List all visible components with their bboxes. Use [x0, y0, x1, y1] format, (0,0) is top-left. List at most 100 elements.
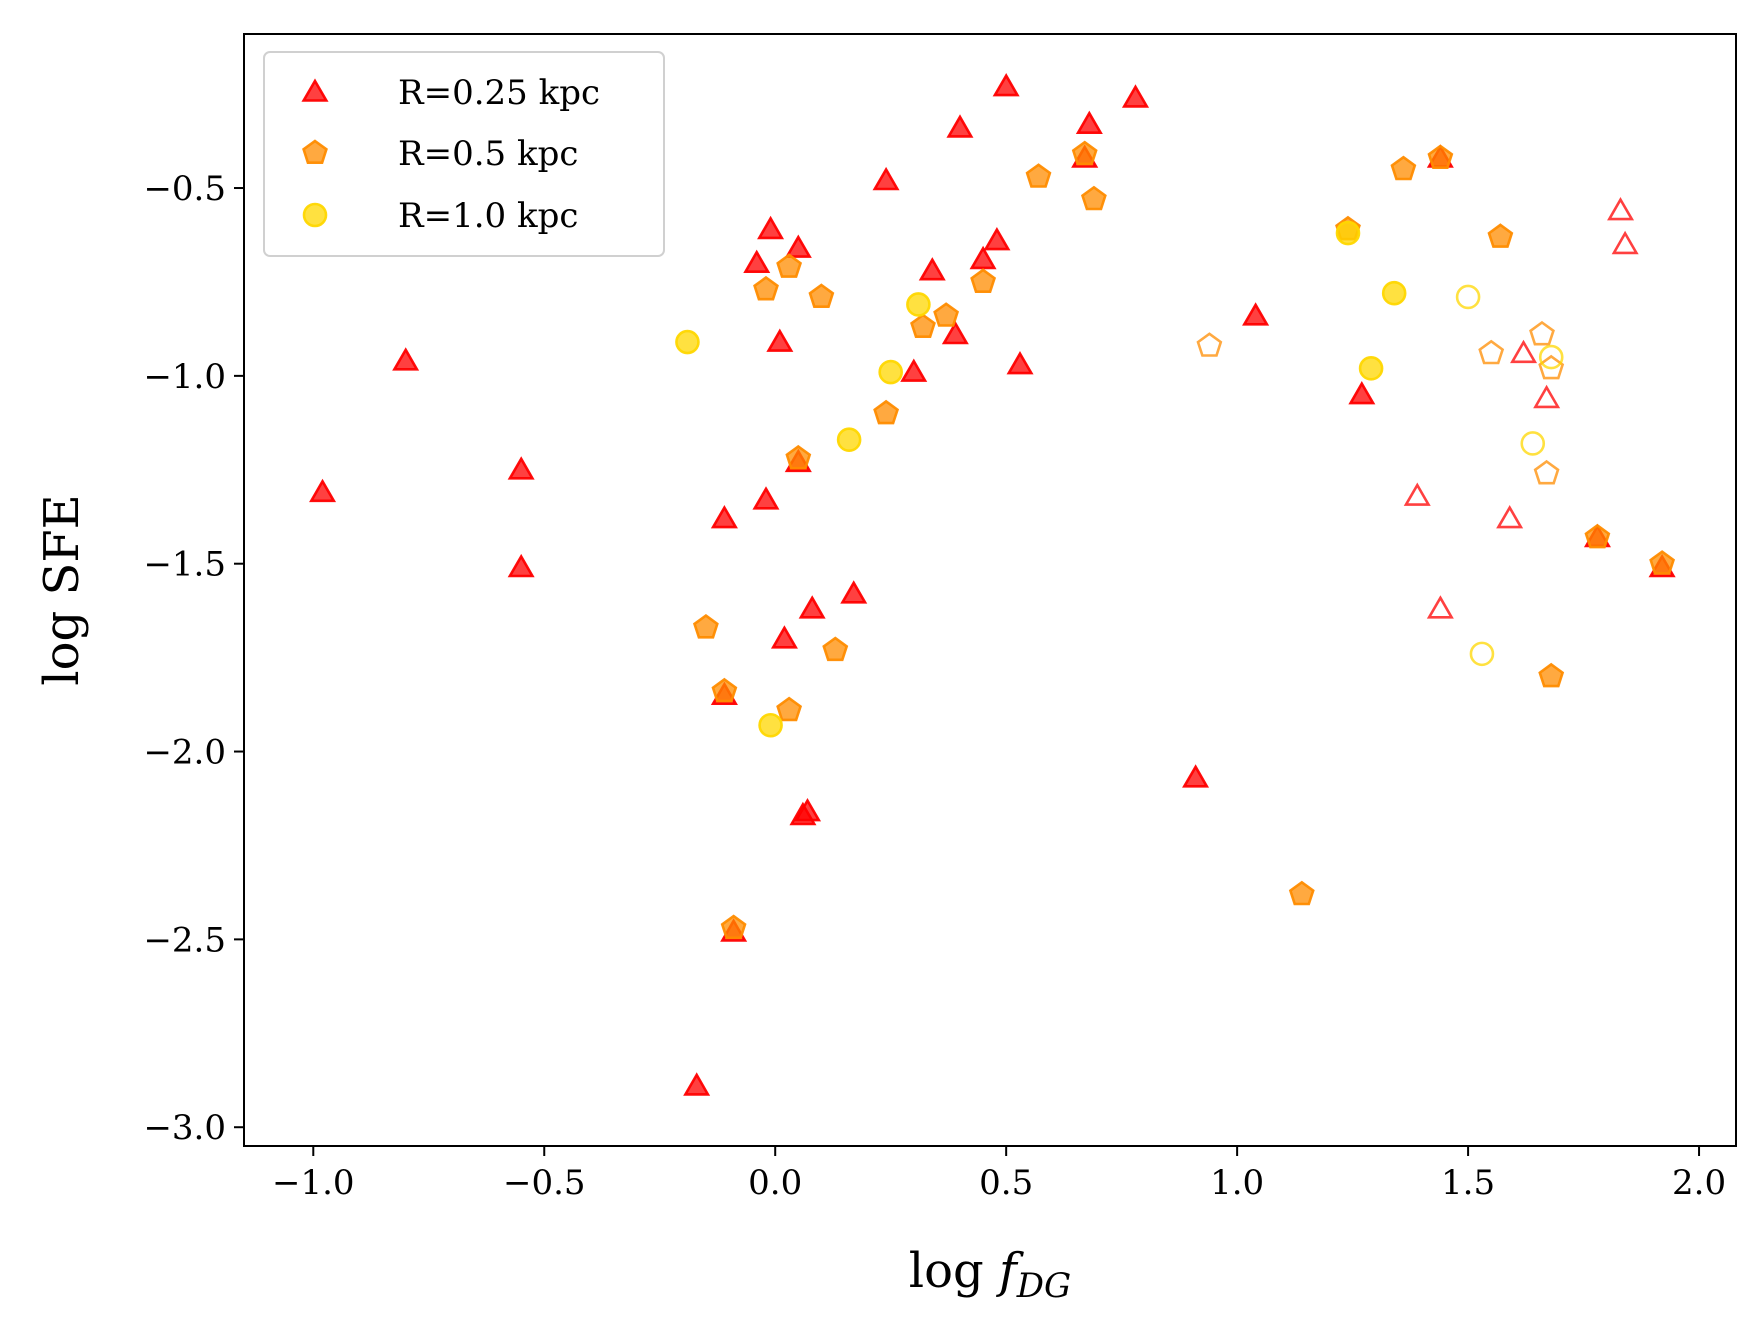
- data-point-filled: [878, 359, 903, 385]
- data-point-open: [1496, 504, 1524, 529]
- data-point-filled: [675, 329, 700, 355]
- data-point-filled: [906, 292, 931, 317]
- data-point-filled: [1242, 302, 1270, 326]
- data-point-filled: [1335, 220, 1361, 246]
- data-point-filled: [798, 595, 826, 619]
- data-point-filled: [758, 712, 783, 738]
- data-point-filled: [1182, 764, 1210, 788]
- data-points: [309, 72, 1676, 1096]
- data-point-filled: [840, 580, 868, 604]
- data-point-filled: [785, 444, 812, 470]
- legend-label-r10: R=1.0 kpc: [398, 196, 578, 236]
- data-point-filled: [770, 625, 798, 649]
- legend: R=0.25 kpc R=0.5 kpc R=1.0 kpc: [263, 51, 665, 257]
- data-point-filled: [970, 268, 997, 294]
- data-point-open: [1533, 459, 1560, 485]
- series-r05: [692, 140, 1676, 940]
- data-point-filled: [872, 166, 900, 191]
- data-point-filled: [983, 226, 1011, 251]
- data-point-filled: [992, 72, 1020, 97]
- data-point-filled: [794, 797, 822, 822]
- data-point-filled: [836, 427, 862, 453]
- data-point-filled: [507, 456, 535, 480]
- data-point-filled: [507, 553, 535, 578]
- data-point-filled: [720, 914, 747, 940]
- data-point-open: [1611, 230, 1639, 255]
- y-tick-label: −0.5: [143, 169, 226, 209]
- data-point-open: [1520, 431, 1546, 456]
- y-tick-label: −1.0: [143, 357, 226, 397]
- data-point-open: [1426, 595, 1454, 619]
- data-point-filled: [1348, 380, 1376, 405]
- x-tick-label: 0.0: [748, 1163, 802, 1203]
- data-point-filled: [941, 320, 969, 345]
- x-tick-label: 2.0: [1672, 1163, 1726, 1203]
- x-tick-label: 0.5: [979, 1163, 1033, 1203]
- data-point-filled: [1080, 185, 1107, 211]
- legend-label-r025: R=0.25 kpc: [398, 73, 600, 113]
- x-tick-label: −0.5: [503, 1163, 586, 1203]
- data-point-open: [1510, 339, 1538, 364]
- data-point-filled: [753, 275, 779, 301]
- data-point-filled: [1358, 356, 1384, 381]
- data-point-open: [1403, 482, 1431, 506]
- data-point-filled: [743, 249, 771, 274]
- data-point-filled: [1288, 880, 1315, 906]
- data-point-open: [1607, 196, 1635, 221]
- data-point-open: [1533, 384, 1561, 409]
- data-point-open: [1538, 344, 1564, 370]
- series-r025: [309, 72, 1676, 1096]
- data-point-filled: [900, 358, 928, 382]
- data-point-filled: [1006, 350, 1034, 375]
- data-point-filled: [692, 613, 719, 639]
- legend-frame: [263, 51, 665, 257]
- data-point-open: [1455, 284, 1481, 310]
- data-point-filled: [1075, 110, 1103, 134]
- data-point-filled: [309, 478, 337, 503]
- data-point-filled: [1487, 223, 1514, 248]
- data-point-open: [1196, 332, 1223, 357]
- data-point-filled: [808, 283, 835, 309]
- data-point-open: [1529, 320, 1555, 346]
- y-tick-label: −1.5: [143, 545, 226, 585]
- data-point-open: [1478, 339, 1505, 365]
- data-point-filled: [766, 328, 794, 352]
- data-point-filled: [711, 677, 738, 703]
- data-point-filled: [1121, 84, 1150, 108]
- data-point-filled: [710, 505, 738, 529]
- data-point-filled: [910, 313, 936, 339]
- x-tick-label: 1.5: [1441, 1163, 1495, 1203]
- data-point-filled: [752, 486, 780, 510]
- x-tick-label: −1.0: [272, 1163, 355, 1203]
- data-point-filled: [946, 114, 974, 138]
- data-point-filled: [1071, 140, 1098, 166]
- data-point-filled: [933, 302, 960, 327]
- data-point-filled: [776, 253, 803, 278]
- y-axis-ticks: −0.5 −1.0 −1.5 −2.0 −2.5 −3.0: [143, 169, 244, 1148]
- data-point-filled: [1584, 523, 1611, 549]
- data-point-filled: [1427, 144, 1454, 169]
- series-r10: [675, 220, 1564, 738]
- data-point-filled: [776, 696, 803, 722]
- data-point-filled: [392, 347, 420, 371]
- legend-marker-r025: [301, 78, 329, 102]
- plot-area-frame: [243, 33, 1737, 1147]
- data-point-filled: [873, 399, 900, 425]
- legend-marker-r10: [302, 202, 328, 228]
- y-tick-label: −2.5: [143, 920, 226, 960]
- data-point-open: [1469, 641, 1495, 667]
- y-tick-label: −2.0: [143, 733, 226, 773]
- legend-marker-r05: [302, 139, 328, 164]
- data-point-filled: [1390, 155, 1417, 181]
- data-point-filled: [1649, 550, 1676, 575]
- data-point-filled: [918, 257, 946, 281]
- data-point-filled: [822, 636, 849, 662]
- data-point-filled: [683, 1072, 711, 1096]
- data-point-filled: [1381, 280, 1407, 306]
- x-tick-label: 1.0: [1210, 1163, 1264, 1203]
- x-axis-ticks: −1.0 −0.5 0.0 0.5 1.0 1.5 2.0: [272, 1146, 1726, 1203]
- y-axis-label: log SFE: [34, 494, 90, 685]
- legend-label-r05: R=0.5 kpc: [398, 134, 578, 174]
